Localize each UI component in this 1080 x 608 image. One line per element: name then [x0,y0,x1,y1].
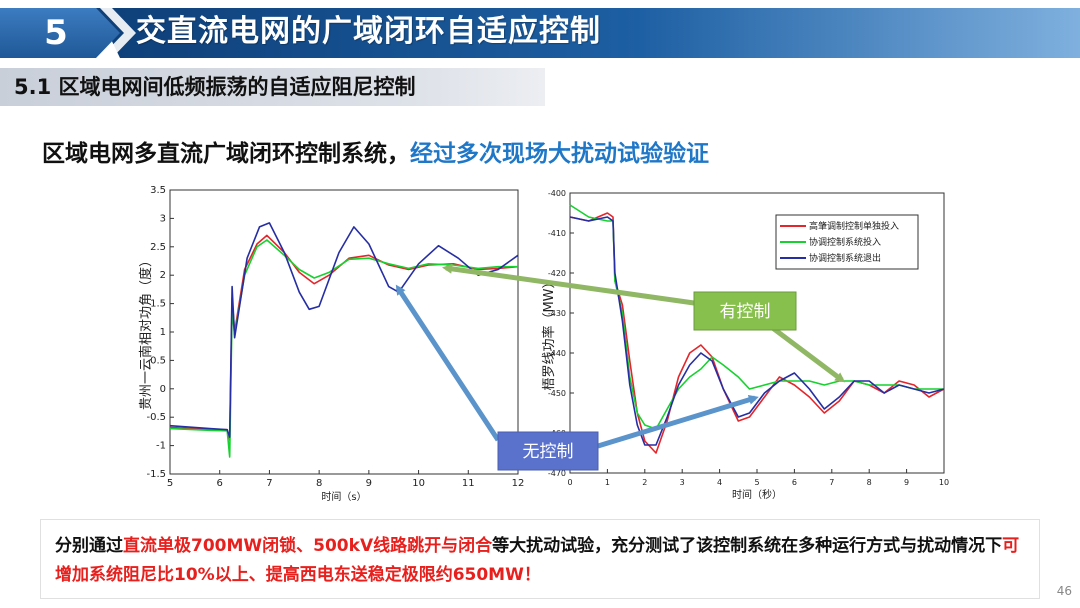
chart2-ytick-label: -420 [548,269,566,278]
chart1-ytick-label: 3.5 [150,185,166,196]
chart2-ytick-label: -410 [548,229,566,238]
chart2-xtick-label: 1 [605,478,610,487]
chart2-ytick-label: -430 [548,309,566,318]
claim-highlight: 经过多次现场大扰动试验验证 [410,141,709,167]
chart1-ytick-label: -1 [156,441,166,452]
callout-without-control [497,431,599,471]
legend-label: 协调控制系统投入 [809,236,881,248]
legend-label: 协调控制系统退出 [809,252,881,264]
chart2-ytick-label: -450 [548,389,566,398]
chart1-series-line-2 [169,222,519,438]
chart1-xtick-label: 11 [462,478,475,489]
chart1-ytick-label: 2 [160,270,166,281]
chart2-xtick-label: 5 [754,478,759,487]
chart1-ytick-label: 0 [160,384,166,395]
arrow-without-control-right [597,394,759,449]
chart2-xtick-label: 6 [792,478,797,487]
chart2-xtick-label: 7 [829,478,834,487]
section-number: 5 [44,13,68,53]
callout-with-control [693,291,797,331]
chart1-xtick-label: 7 [266,478,272,489]
chart1-ytick-label: 1.5 [150,299,166,310]
callout-without-control-label: 无控制 [523,442,574,462]
chart2-series-line-2 [569,216,945,446]
arrow-without-control-left [395,284,501,442]
section-title: 交直流电网的广域闭环自适应控制 [136,14,601,49]
chart1-ylabel: 贵州一云南相对功角（度） [138,254,154,410]
arrow-with-control-left [442,263,695,306]
chart2-xtick-label: 2 [642,478,647,487]
chart1-xtick-label: 10 [412,478,425,489]
chart1-xtick-label: 8 [316,478,322,489]
summary-box: 分别通过直流单极700MW闭锁、500kV线路跳开与闭合等大扰动试验，充分测试了… [40,519,1040,599]
claim-text: 区域电网多直流广域闭环控制系统， [42,141,410,167]
chart2-xtick-label: 0 [567,478,572,487]
chart1-ytick-label: -0.5 [146,412,166,423]
chart1-xtick-label: 5 [167,478,173,489]
chart1-ytick-label: 0.5 [150,355,166,366]
chart2-ytick-label: -470 [548,469,566,478]
chart2-ytick-label: -440 [548,349,566,358]
chart1-ytick-label: 3 [160,213,166,224]
chart2-xtick-label: 4 [717,478,722,487]
chart2-xlabel: 时间（秒） [732,488,782,501]
subheader-title: 5.1 区域电网间低频振荡的自适应阻尼控制 [14,75,416,99]
page-number: 46 [1056,584,1072,598]
chart2-legend: 高肇调制控制单独投入 协调控制系统投入 协调控制系统退出 [775,214,919,270]
chart1-xtick-label: 12 [512,478,525,489]
chart2-series-line-1 [569,204,944,430]
chart1-ytick-label: 1 [160,327,166,338]
callout-with-control-label: 有控制 [720,302,771,322]
chart2-xtick-label: 10 [939,478,949,487]
chart1-frame [169,189,519,475]
arrow-with-control-right [768,324,846,383]
chart1-xtick-label: 9 [366,478,372,489]
chart2-xtick-label: 9 [904,478,909,487]
chart1-xlabel: 时间（s） [321,490,366,503]
legend-label: 高肇调制控制单独投入 [809,220,899,232]
chart2-ylabel: 梧罗线功率（MW） [541,275,557,390]
summary-highlight: 直流单极700MW闭锁、500kV线路跳开与闭合 [123,536,493,556]
summary-text: 分别通过 [55,536,123,556]
chart2-xtick-label: 3 [680,478,685,487]
subheader-bar [0,68,545,106]
claim-line: 区域电网多直流广域闭环控制系统，经过多次现场大扰动试验验证 [42,134,709,168]
header-band [0,8,1080,58]
chart1-ytick-label: -1.5 [146,469,166,480]
chart2-xtick-label: 8 [867,478,872,487]
summary-text: 等大扰动试验，充分测试了该控制系统在多种运行方式与扰动情况下 [492,536,1003,556]
summary-highlight: 可增加系统阻尼比10%以上、提高西电东送稳定极限约650MW！ [55,536,1020,585]
chart2-ytick-label: -400 [548,189,566,198]
chart1-xtick-label: 6 [217,478,223,489]
chart1-ytick-label: 2.5 [150,242,166,253]
